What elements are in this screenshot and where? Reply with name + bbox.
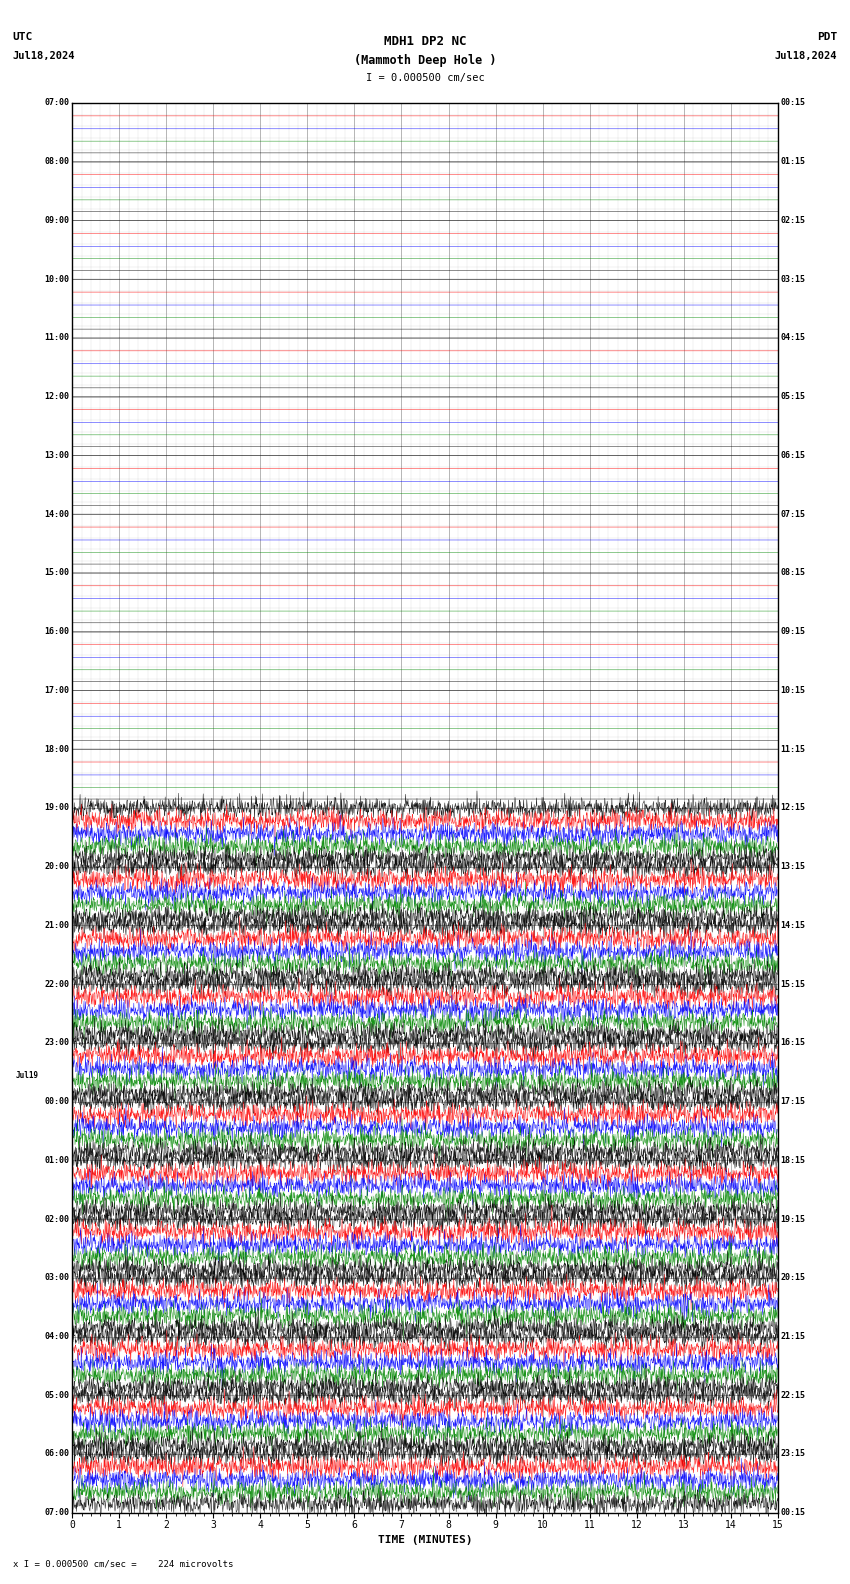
Text: 02:00: 02:00 — [44, 1215, 70, 1223]
Text: MDH1 DP2 NC: MDH1 DP2 NC — [383, 35, 467, 48]
Text: 01:15: 01:15 — [780, 157, 806, 166]
Text: 14:15: 14:15 — [780, 920, 806, 930]
Text: 06:15: 06:15 — [780, 451, 806, 459]
Text: 19:00: 19:00 — [44, 803, 70, 813]
Text: 00:00: 00:00 — [44, 1098, 70, 1106]
Text: 13:00: 13:00 — [44, 451, 70, 459]
Text: 02:15: 02:15 — [780, 215, 806, 225]
Text: 17:00: 17:00 — [44, 686, 70, 695]
Text: 03:00: 03:00 — [44, 1274, 70, 1283]
Text: 21:15: 21:15 — [780, 1332, 806, 1342]
Text: 16:00: 16:00 — [44, 627, 70, 637]
Text: 15:00: 15:00 — [44, 569, 70, 578]
Text: 16:15: 16:15 — [780, 1038, 806, 1047]
Text: 00:15: 00:15 — [780, 1508, 806, 1517]
Text: 18:15: 18:15 — [780, 1156, 806, 1164]
Text: Jul18,2024: Jul18,2024 — [13, 51, 76, 60]
Text: 09:00: 09:00 — [44, 215, 70, 225]
Text: 00:15: 00:15 — [780, 98, 806, 108]
Text: 05:15: 05:15 — [780, 393, 806, 401]
Text: 09:15: 09:15 — [780, 627, 806, 637]
Text: 04:00: 04:00 — [44, 1332, 70, 1342]
Text: 12:00: 12:00 — [44, 393, 70, 401]
Text: 08:15: 08:15 — [780, 569, 806, 578]
Text: 01:00: 01:00 — [44, 1156, 70, 1164]
Text: 20:15: 20:15 — [780, 1274, 806, 1283]
Text: 07:15: 07:15 — [780, 510, 806, 518]
Text: 08:00: 08:00 — [44, 157, 70, 166]
Text: Jul18,2024: Jul18,2024 — [774, 51, 837, 60]
Text: 07:00: 07:00 — [44, 1508, 70, 1517]
Text: Jul19: Jul19 — [15, 1071, 38, 1080]
Text: 19:15: 19:15 — [780, 1215, 806, 1223]
Text: 06:00: 06:00 — [44, 1449, 70, 1459]
Text: 17:15: 17:15 — [780, 1098, 806, 1106]
Text: 03:15: 03:15 — [780, 274, 806, 284]
Text: I = 0.000500 cm/sec: I = 0.000500 cm/sec — [366, 73, 484, 82]
Text: 07:00: 07:00 — [44, 98, 70, 108]
Text: UTC: UTC — [13, 32, 33, 41]
Text: 13:15: 13:15 — [780, 862, 806, 871]
Text: 20:00: 20:00 — [44, 862, 70, 871]
Text: 11:15: 11:15 — [780, 744, 806, 754]
Text: 22:15: 22:15 — [780, 1391, 806, 1400]
Text: 23:00: 23:00 — [44, 1038, 70, 1047]
Text: 05:00: 05:00 — [44, 1391, 70, 1400]
Text: x I = 0.000500 cm/sec =    224 microvolts: x I = 0.000500 cm/sec = 224 microvolts — [13, 1559, 233, 1568]
Text: 23:15: 23:15 — [780, 1449, 806, 1459]
Text: 10:15: 10:15 — [780, 686, 806, 695]
Text: 04:15: 04:15 — [780, 333, 806, 342]
Text: PDT: PDT — [817, 32, 837, 41]
Text: 11:00: 11:00 — [44, 333, 70, 342]
Text: 22:00: 22:00 — [44, 979, 70, 988]
Text: 10:00: 10:00 — [44, 274, 70, 284]
Text: 21:00: 21:00 — [44, 920, 70, 930]
Text: 18:00: 18:00 — [44, 744, 70, 754]
Text: (Mammoth Deep Hole ): (Mammoth Deep Hole ) — [354, 54, 496, 67]
Text: 15:15: 15:15 — [780, 979, 806, 988]
Text: 14:00: 14:00 — [44, 510, 70, 518]
Text: 12:15: 12:15 — [780, 803, 806, 813]
X-axis label: TIME (MINUTES): TIME (MINUTES) — [377, 1535, 473, 1544]
